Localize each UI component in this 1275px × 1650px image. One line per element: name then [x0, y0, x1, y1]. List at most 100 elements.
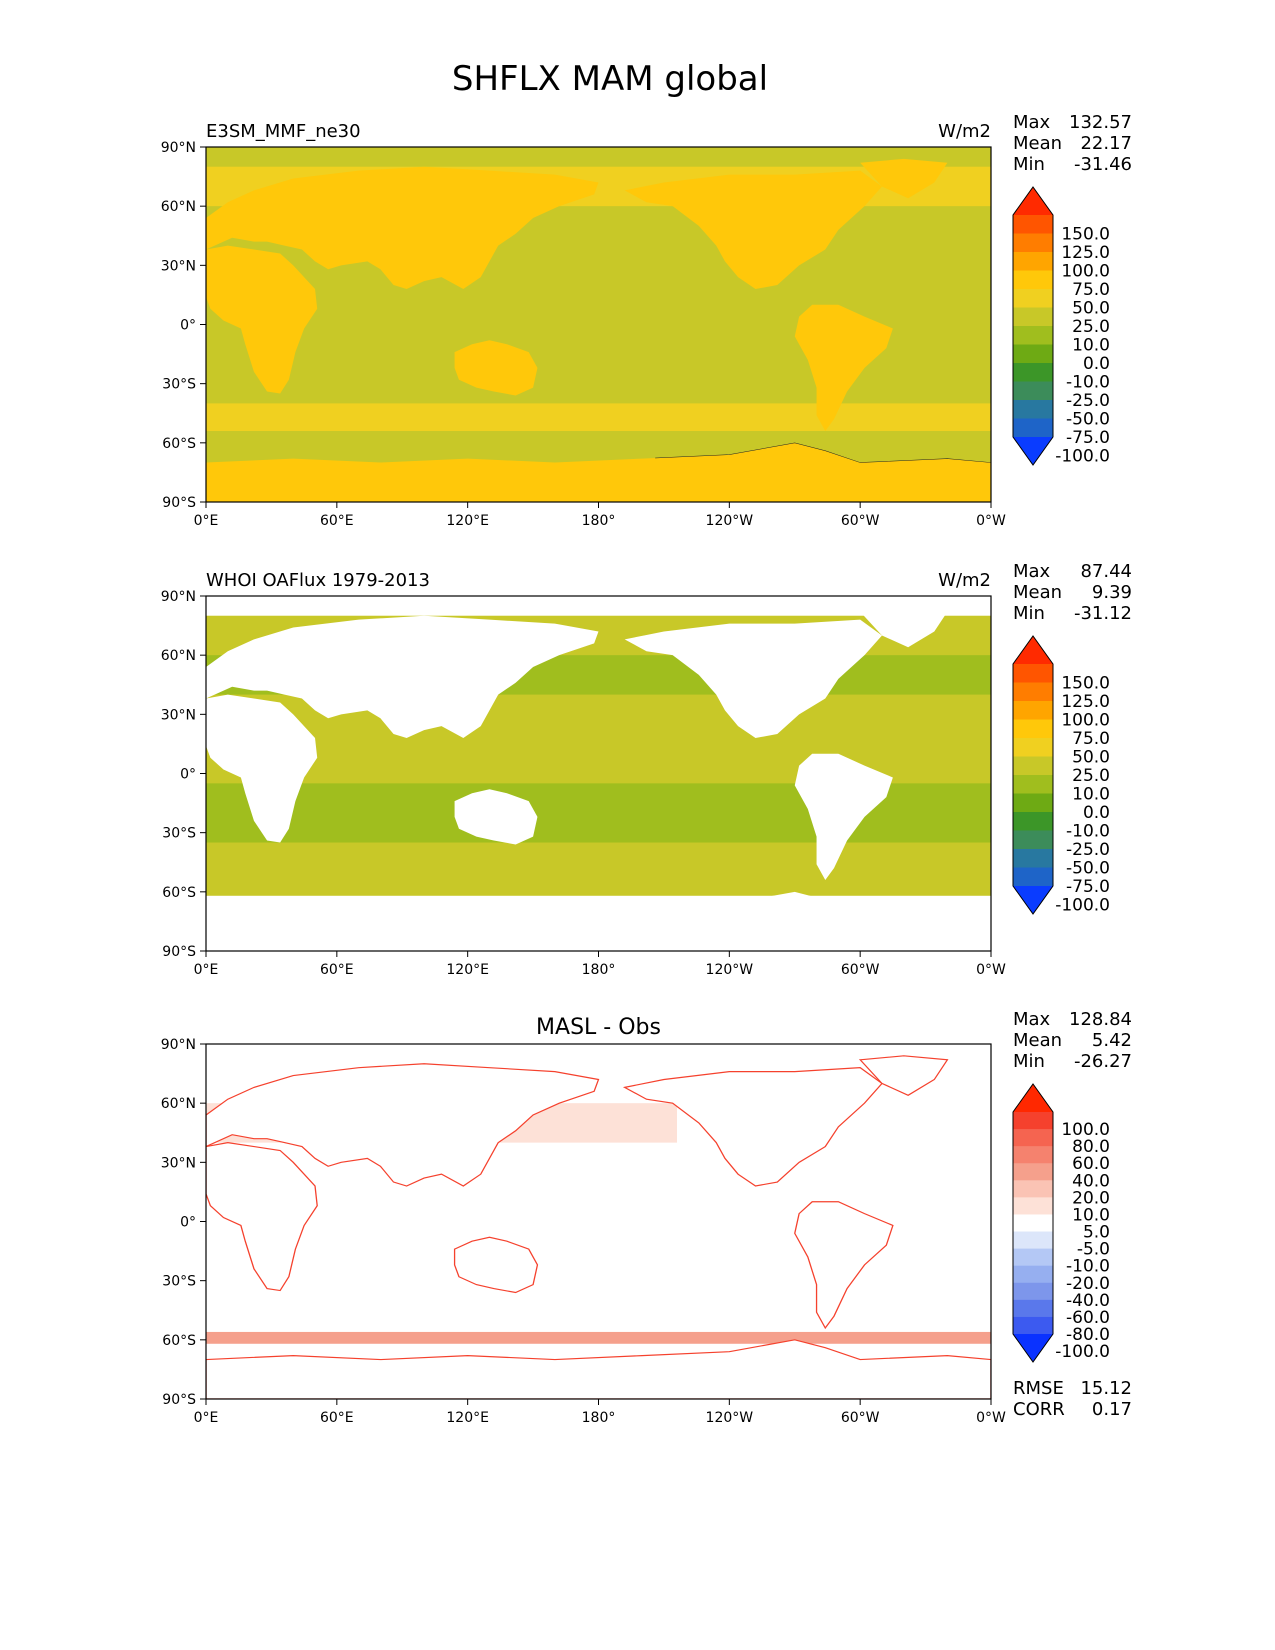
x-tick-label: 0°E [194, 513, 219, 529]
map-panel-1: E3SM_MMF_ne30 W/m2 0°E 60°E 120°E 180° 120°W 60… [161, 112, 1132, 529]
colorbar-extend-max [1013, 187, 1053, 215]
colorbar-label: -40.0 [1066, 1291, 1110, 1311]
colorbar-label: 100.0 [1061, 1120, 1110, 1140]
stat-value-rmse: 15.12 [1080, 1378, 1132, 1399]
colorbar-segment [1013, 738, 1053, 757]
stat-label-mean: Mean [1013, 133, 1062, 154]
colorbar-segment [1013, 363, 1053, 382]
colorbar-segment [1013, 849, 1053, 868]
colorbar-segment [1013, 1214, 1053, 1233]
colorbar-segment [1013, 1265, 1053, 1284]
colorbar-label: -10.0 [1066, 1257, 1110, 1277]
colorbar-label: 125.0 [1061, 692, 1110, 712]
colorbar-label: 10.0 [1072, 1205, 1110, 1225]
map-field [206, 1054, 991, 1399]
stat-value-mean: 5.42 [1092, 1030, 1132, 1051]
colorbar-segment [1013, 1180, 1053, 1198]
colorbar-label: -50.0 [1066, 410, 1110, 430]
y-tick-label: 30°S [162, 1274, 196, 1290]
colorbar-segment [1013, 1299, 1053, 1318]
colorbar-label: 150.0 [1061, 674, 1110, 694]
colorbar-label: 150.0 [1061, 225, 1110, 245]
colorbar-label: 40.0 [1072, 1171, 1110, 1191]
stat-value-max: 128.84 [1069, 1009, 1132, 1030]
colorbar-outline [1012, 1083, 1054, 1363]
colorbar-segment [1013, 701, 1053, 720]
stat-label-corr: CORR [1013, 1399, 1065, 1420]
colorbar-label: 50.0 [1072, 299, 1110, 319]
colorbar-segment [1013, 664, 1053, 683]
colorbar-label: 60.0 [1072, 1154, 1110, 1174]
colorbar-label: 80.0 [1072, 1137, 1110, 1157]
colorbar-label: -50.0 [1066, 859, 1110, 879]
colorbar-label: 25.0 [1072, 317, 1110, 337]
y-tick-label: 60°S [162, 885, 196, 901]
y-tick-label: 60°N [161, 648, 196, 664]
colorbar-label: -80.0 [1066, 1325, 1110, 1345]
colorbar-outline [1012, 186, 1054, 466]
colorbar-label: -100.0 [1055, 1342, 1110, 1362]
y-tick-label: 30°S [162, 826, 196, 842]
y-tick-label: 60°N [161, 199, 196, 215]
colorbar-label: -25.0 [1066, 391, 1110, 411]
colorbar-segment [1013, 307, 1053, 327]
figure-title: SHFLX MAM global [452, 59, 768, 99]
panel-units: W/m2 [938, 121, 991, 142]
x-tick-label: 0°W [976, 1410, 1006, 1426]
colorbar-segment [1013, 1163, 1053, 1181]
colorbar-label: 50.0 [1072, 748, 1110, 768]
band [206, 1331, 991, 1344]
x-tick-label: 180° [582, 513, 616, 529]
y-tick-label: 90°N [161, 140, 196, 156]
x-tick-label: 180° [582, 1410, 616, 1426]
stat-value-min: -26.27 [1074, 1051, 1132, 1072]
colorbar-label: 5.0 [1083, 1223, 1110, 1243]
colorbar-label: 75.0 [1072, 280, 1110, 300]
stat-value-mean: 9.39 [1092, 582, 1132, 603]
colorbar: 100.080.060.040.020.010.05.0-5.0-10.0-20… [1012, 1083, 1110, 1363]
colorbar-segment [1013, 215, 1053, 234]
y-tick-label: 60°S [162, 1333, 196, 1349]
stat-label-min: Min [1013, 603, 1045, 624]
x-tick-label: 60°E [320, 513, 354, 529]
x-tick-label: 60°W [841, 962, 880, 978]
colorbar-segment [1013, 1231, 1053, 1250]
colorbar-extend-max [1013, 1084, 1053, 1112]
y-tick-label: 60°N [161, 1096, 196, 1112]
y-tick-label: 90°N [161, 589, 196, 605]
y-tick-label: 0° [180, 767, 196, 783]
stat-label-mean: Mean [1013, 582, 1062, 603]
y-tick-label: 30°N [161, 258, 196, 274]
colorbar: 150.0125.0100.075.050.025.010.00.0-10.0-… [1012, 635, 1110, 916]
colorbar-label: 100.0 [1061, 262, 1110, 282]
colorbar-segment [1013, 867, 1053, 887]
colorbar-segment [1013, 381, 1053, 401]
colorbar-label: -10.0 [1066, 822, 1110, 842]
panel-units: W/m2 [938, 570, 991, 591]
y-tick-label: 60°S [162, 436, 196, 452]
x-tick-label: 60°E [320, 1410, 354, 1426]
stat-value-max: 87.44 [1080, 561, 1132, 582]
stat-value-corr: 0.17 [1092, 1399, 1132, 1420]
x-tick-label: 120°W [706, 513, 754, 529]
panel-title-left: E3SM_MMF_ne30 [206, 121, 361, 142]
map-panel-3: MASL - Obs 0°E 60°E 120°E 180° 120°W 60°W 0°W 90… [161, 1009, 1132, 1426]
y-tick-label: 30°S [162, 377, 196, 393]
colorbar-segment [1013, 289, 1053, 308]
colorbar-segment [1013, 812, 1053, 831]
x-tick-label: 0°W [976, 962, 1006, 978]
colorbar-segment [1013, 756, 1053, 776]
colorbar-segment [1013, 719, 1053, 739]
stat-label-min: Min [1013, 1051, 1045, 1072]
colorbar-label: -60.0 [1066, 1308, 1110, 1328]
colorbar-extend-min [1013, 437, 1053, 465]
colorbar-label: 100.0 [1061, 711, 1110, 731]
colorbar-label: 25.0 [1072, 766, 1110, 786]
colorbar-segment [1013, 270, 1053, 290]
y-tick-label: 90°S [162, 1392, 196, 1408]
colorbar-label: -20.0 [1066, 1274, 1110, 1294]
stat-label-mean: Mean [1013, 1030, 1062, 1051]
y-tick-label: 90°N [161, 1037, 196, 1053]
x-tick-label: 60°E [320, 962, 354, 978]
colorbar-label: 125.0 [1061, 243, 1110, 263]
